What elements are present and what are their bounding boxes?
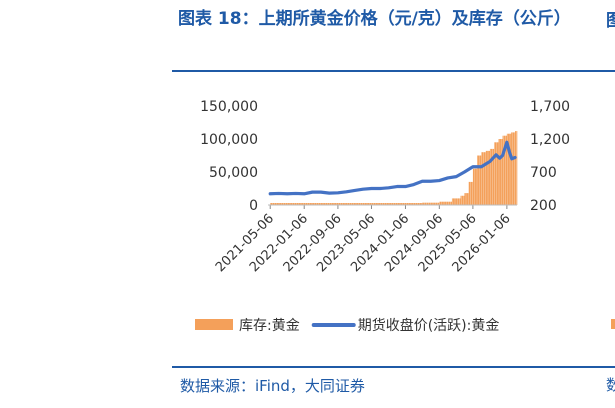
figure-title: 图表 18：上期所黄金价格（元/克）及库存（公斤） [178, 9, 571, 29]
cropped-next-source-fragment: 数 [606, 376, 615, 394]
inventory-bar [506, 133, 512, 205]
right-axis-tick-label: 1,200 [530, 132, 570, 148]
inventory-bar [502, 135, 508, 205]
right-axis-ticks: 1,700 1,200 700 200 [530, 99, 570, 214]
legend-swatch-bar [195, 319, 233, 330]
x-axis-ticks: 2021-05-062022-01-062022-09-062023-05-06… [213, 204, 517, 275]
source-rule [172, 366, 615, 368]
legend: 库存:黄金 期货收盘价(活跃):黄金 [195, 317, 499, 334]
inventory-bar [354, 203, 372, 205]
left-axis-tick-label: 0 [249, 198, 258, 214]
price-line-path [268, 140, 517, 196]
right-axis-tick-label: 1,700 [530, 99, 570, 115]
inventory-bar [464, 193, 470, 205]
title-rule [172, 70, 615, 72]
cropped-next-title-fragment-2: （ [606, 40, 615, 65]
inventory-bar [494, 142, 499, 205]
data-source: 数据来源：iFind，大同证券 [180, 377, 365, 395]
inventory-bar [498, 139, 503, 205]
inventory-bar [451, 198, 461, 205]
left-axis-tick-label: 100,000 [200, 132, 258, 148]
inventory-bars [267, 100, 518, 205]
right-axis-tick-label: 700 [530, 165, 557, 181]
left-axis-tick-label: 50,000 [209, 165, 258, 181]
inventory-bar [472, 168, 478, 205]
inventory-bar [511, 132, 516, 205]
chart: 150,000 100,000 50,000 0 1,700 1,200 700 200 2… [195, 99, 570, 334]
inventory-bar [468, 181, 474, 205]
inventory-bar [304, 203, 322, 205]
left-axis-tick-label: 150,000 [200, 99, 258, 115]
cropped-next-legend-swatch [611, 319, 615, 329]
left-axis-ticks: 150,000 100,000 50,000 0 [200, 99, 258, 214]
inventory-bar [439, 201, 453, 205]
right-axis-tick-label: 200 [530, 198, 557, 214]
inventory-bar [515, 131, 518, 205]
inventory-bar [388, 203, 406, 205]
inventory-bar [287, 203, 305, 205]
inventory-bar [337, 203, 356, 205]
inventory-bar [405, 203, 423, 205]
legend-label: 库存:黄金 [239, 317, 300, 334]
cropped-next-title-fragment: 图 [606, 11, 615, 31]
inventory-bar [460, 195, 465, 205]
price-line [268, 140, 517, 196]
legend-label: 期货收盘价(活跃):黄金 [358, 317, 500, 334]
